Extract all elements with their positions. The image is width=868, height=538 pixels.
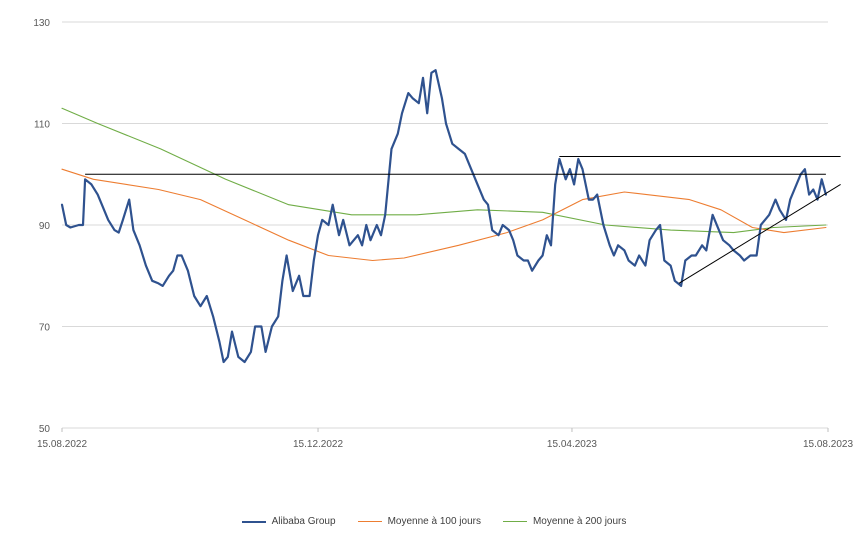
legend-swatch-alibaba <box>241 520 266 523</box>
y-tick-label-130: 130 <box>33 18 50 29</box>
legend-swatch-ma200 <box>502 521 527 522</box>
legend-item-alibaba: Alibaba Group <box>241 516 336 527</box>
y-tick-label-110: 110 <box>34 120 50 131</box>
trend-line-2 <box>678 183 841 284</box>
x-tick-label-2: 15.04.2023 <box>547 439 597 450</box>
series-lines <box>60 69 828 364</box>
x-tick-label-3: 15.08.2023 <box>803 439 853 450</box>
y-tick-label-90: 90 <box>39 221 51 232</box>
legend: Alibaba Group Moyenne à 100 jours Moyenn… <box>0 516 868 527</box>
legend-label-ma100: Moyenne à 100 jours <box>387 516 481 527</box>
legend-label-ma200: Moyenne à 200 jours <box>532 516 627 527</box>
series-alibaba-line <box>60 69 828 364</box>
x-tick-label-0: 15.08.2022 <box>37 439 87 450</box>
gridlines <box>62 21 828 429</box>
legend-swatch-ma100 <box>357 521 382 522</box>
y-tick-label-70: 70 <box>39 323 51 334</box>
legend-item-ma200: Moyenne à 200 jours <box>502 516 627 527</box>
x-axis-ticks: 15.08.2022 15.12.2022 15.04.2023 15.08.2023 <box>37 428 853 450</box>
y-tick-label-50: 50 <box>39 424 51 435</box>
legend-item-ma100: Moyenne à 100 jours <box>357 516 481 527</box>
series-ma200-line <box>61 107 827 234</box>
series-ma100-line <box>61 168 827 262</box>
y-axis-ticks: 50 70 90 110 130 <box>33 18 50 435</box>
trend-lines <box>85 155 841 284</box>
chart-area: 50 70 90 110 130 15.08.2022 15.12.2022 15.04.2… <box>33 18 853 450</box>
legend-label-alibaba: Alibaba Group <box>271 516 336 527</box>
x-tick-label-1: 15.12.2022 <box>293 439 343 450</box>
